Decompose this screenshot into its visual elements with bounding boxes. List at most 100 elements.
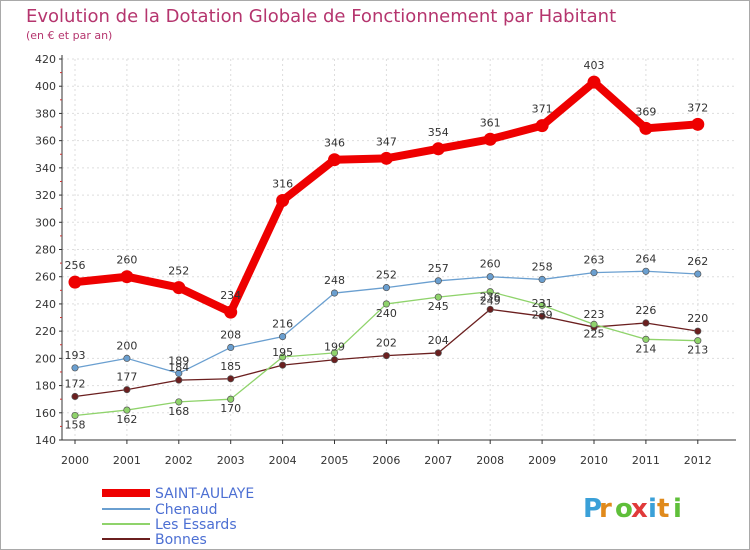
label-Les Essards-2006: 240 — [376, 307, 397, 320]
label-Bonnes-2001: 177 — [116, 371, 137, 384]
point-SAINT-AULAYE-2011 — [639, 121, 653, 135]
label-SAINT-AULAYE-2012: 372 — [687, 101, 708, 114]
point-Les Essards-2001 — [123, 406, 131, 414]
point-Bonnes-2007 — [434, 349, 442, 357]
point-Chenaud-2008 — [486, 273, 494, 281]
x-tick-label-2002: 2002 — [165, 454, 193, 467]
point-Chenaud-2009 — [538, 275, 546, 283]
x-tick-label-2011: 2011 — [632, 454, 660, 467]
label-Les Essards-2011: 214 — [635, 342, 656, 355]
point-Les Essards-2011 — [642, 335, 650, 343]
point-Chenaud-2010 — [590, 269, 598, 277]
point-Chenaud-2000 — [71, 364, 79, 372]
point-SAINT-AULAYE-2001 — [120, 270, 134, 284]
x-tick-label-2012: 2012 — [684, 454, 712, 467]
point-Les Essards-2010 — [590, 320, 598, 328]
label-Les Essards-2010: 225 — [584, 327, 605, 340]
point-Bonnes-2000 — [71, 392, 79, 401]
label-Les Essards-2012: 213 — [687, 344, 708, 357]
label-Chenaud-2001: 200 — [116, 339, 137, 352]
point-Chenaud-2004 — [279, 333, 287, 341]
point-SAINT-AULAYE-2002 — [172, 281, 186, 295]
x-tick-label-2009: 2009 — [528, 454, 556, 467]
legend-label-SAINT-AULAYE: SAINT-AULAYE — [155, 486, 254, 502]
label-Chenaud-2009: 258 — [532, 260, 553, 273]
label-Chenaud-2004: 216 — [272, 318, 293, 331]
label-SAINT-AULAYE-2010: 403 — [584, 59, 605, 72]
point-SAINT-AULAYE-2004 — [276, 194, 290, 208]
point-SAINT-AULAYE-2008 — [483, 132, 497, 146]
point-Les Essards-2003 — [227, 395, 235, 403]
label-SAINT-AULAYE-2005: 346 — [324, 137, 345, 150]
point-Bonnes-2002 — [175, 376, 183, 384]
data-labels: 256 260 252 234 316 346 347 354 361 371 403 369 372 1… — [65, 59, 709, 431]
label-Bonnes-2000: 172 — [65, 377, 86, 390]
label-SAINT-AULAYE-2002: 252 — [168, 265, 189, 278]
label-Chenaud-2002: 189 — [168, 354, 189, 367]
label-Les Essards-2002: 168 — [168, 405, 189, 418]
point-SAINT-AULAYE-2012 — [691, 117, 705, 131]
label-Les Essards-2003: 170 — [220, 402, 241, 415]
y-tick-label-280: 280 — [35, 244, 56, 257]
x-tick-label-2008: 2008 — [476, 454, 504, 467]
point-Les Essards-2004 — [279, 353, 287, 361]
label-Chenaud-2006: 252 — [376, 269, 397, 282]
label-Les Essards-2007: 245 — [428, 300, 449, 313]
logo-letter-1: r — [599, 494, 612, 524]
label-Bonnes-2005: 199 — [324, 341, 345, 354]
point-Bonnes-2008 — [486, 305, 494, 313]
label-Bonnes-2006: 202 — [376, 337, 397, 350]
x-tick-label-2000: 2000 — [61, 454, 89, 467]
label-SAINT-AULAYE-2001: 260 — [116, 254, 137, 267]
label-Bonnes-2007: 204 — [428, 334, 449, 347]
point-Chenaud-2002 — [175, 369, 183, 377]
label-Bonnes-2003: 185 — [220, 360, 241, 373]
point-Les Essards-2002 — [175, 398, 183, 406]
label-Chenaud-2005: 248 — [324, 274, 345, 287]
label-Bonnes-2008: 236 — [480, 290, 501, 303]
label-Bonnes-2004: 195 — [272, 346, 293, 359]
label-SAINT-AULAYE-2006: 347 — [376, 135, 397, 148]
point-SAINT-AULAYE-2003 — [224, 305, 238, 319]
grid — [62, 58, 736, 441]
point-Chenaud-2011 — [642, 267, 650, 275]
label-Bonnes-2011: 226 — [635, 304, 656, 317]
y-tick-label-420: 420 — [35, 53, 56, 66]
x-tick-label-2005: 2005 — [321, 454, 349, 467]
logo-letter-3: x — [631, 494, 648, 524]
label-Les Essards-2000: 158 — [65, 419, 86, 432]
label-Bonnes-2002: 184 — [168, 361, 189, 374]
axes: 140 160 180 200 220 240 260 280 300 320 340 360 380 4… — [35, 53, 736, 467]
label-SAINT-AULAYE-2007: 354 — [428, 126, 449, 139]
x-tick-label-2004: 2004 — [269, 454, 297, 467]
point-Bonnes-2009 — [538, 312, 546, 320]
point-SAINT-AULAYE-2005 — [328, 153, 341, 167]
point-SAINT-AULAYE-2009 — [535, 119, 549, 133]
label-Bonnes-2009: 231 — [532, 297, 553, 310]
y-tick-label-200: 200 — [35, 352, 56, 365]
point-Bonnes-2011 — [642, 319, 650, 327]
point-Les Essards-2009 — [538, 301, 546, 309]
label-Les Essards-2009: 239 — [532, 308, 553, 321]
label-Chenaud-2011: 264 — [635, 252, 656, 265]
point-Chenaud-2005 — [330, 289, 339, 297]
chart-title: Evolution de la Dotation Globale de Fonc… — [26, 6, 616, 27]
legend-label-Bonnes: Bonnes — [155, 532, 207, 548]
label-Chenaud-2010: 263 — [584, 254, 605, 267]
point-Les Essards-2000 — [71, 411, 79, 420]
label-Les Essards-2001: 162 — [116, 413, 137, 426]
point-Les Essards-2008 — [486, 288, 494, 296]
x-tick-label-2010: 2010 — [580, 454, 608, 467]
logo-letter-5: t — [657, 494, 669, 524]
y-tick-label-360: 360 — [35, 135, 56, 148]
point-SAINT-AULAYE-2006 — [379, 151, 393, 165]
point-Bonnes-2001 — [123, 386, 131, 394]
point-SAINT-AULAYE-2000 — [68, 275, 82, 289]
point-Bonnes-2004 — [279, 361, 287, 369]
point-SAINT-AULAYE-2010 — [587, 75, 601, 89]
point-Chenaud-2003 — [227, 343, 235, 352]
y-tick-label-260: 260 — [35, 271, 56, 284]
label-Chenaud-2012: 262 — [687, 255, 708, 268]
label-SAINT-AULAYE-2003: 234 — [220, 289, 241, 302]
